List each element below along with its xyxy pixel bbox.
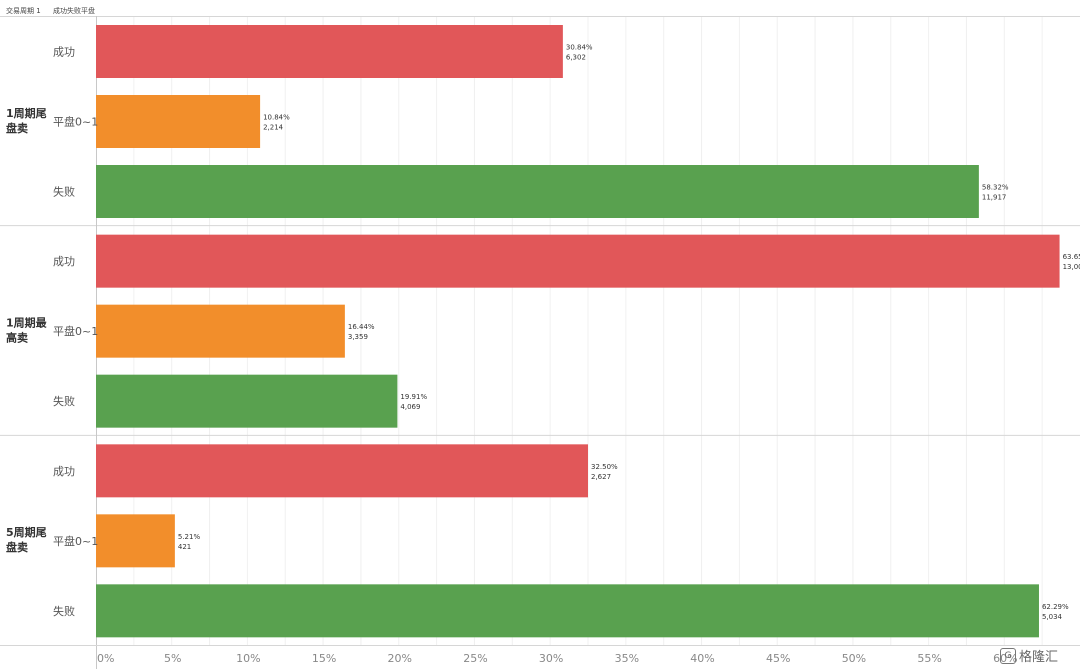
category-label: 平盘0~1 — [53, 115, 98, 129]
bar-count-label: 4,069 — [400, 403, 420, 411]
header-trade-period: 交易周期 1 — [6, 6, 41, 15]
bar-count-label: 421 — [178, 543, 191, 551]
watermark-logo-icon: G — [999, 647, 1016, 664]
x-tick-label: 40% — [690, 652, 714, 665]
group-label: 高卖 — [6, 331, 28, 345]
bar — [96, 25, 563, 78]
bar-count-label: 11,917 — [982, 194, 1007, 202]
category-label: 成功 — [53, 465, 75, 478]
bar-pct-label: 10.84% — [263, 114, 290, 122]
x-tick-label: 60% — [993, 652, 1017, 665]
x-tick-label: 0% — [97, 652, 114, 665]
x-tick-label: 10% — [236, 652, 260, 665]
category-label: 失败 — [53, 604, 75, 618]
bar-pct-label: 63.65% — [1063, 253, 1080, 261]
bar — [96, 584, 1039, 638]
x-tick-label: 5% — [164, 652, 181, 665]
bar-count-label: 3,359 — [348, 333, 368, 341]
bar — [96, 444, 588, 498]
watermark: G 格隆汇 — [999, 646, 1058, 665]
bar — [96, 374, 398, 428]
category-label: 成功 — [53, 46, 75, 59]
x-tick-label: 25% — [463, 652, 487, 665]
bar-count-label: 5,034 — [1042, 613, 1063, 621]
x-axis: 0% 5% 10% 15% 20% 25% 30% 35% 40% 45% 50% 55% 60% — [97, 652, 1018, 665]
bar-count-label: 13,005 — [1063, 263, 1080, 271]
x-tick-label: 30% — [539, 652, 563, 665]
group-label: 5周期尾 — [6, 525, 47, 539]
bar — [96, 95, 261, 148]
group-label: 盘卖 — [6, 121, 28, 135]
bar-count-label: 6,302 — [566, 54, 586, 62]
group-label: 1周期尾 — [6, 106, 47, 120]
x-tick-label: 45% — [766, 652, 790, 665]
category-label: 成功 — [53, 255, 75, 268]
bars-layer — [96, 25, 1060, 638]
bar-pct-label: 30.84% — [566, 44, 593, 52]
header-outcome: 成功失败平盘 — [53, 6, 95, 15]
bar-count-label: 2,627 — [591, 473, 611, 481]
x-tick-label: 20% — [388, 652, 412, 665]
bar-pct-label: 58.32% — [982, 184, 1009, 192]
bar — [96, 165, 979, 218]
bar-count-label: 2,214 — [263, 124, 284, 132]
bar-pct-label: 62.29% — [1042, 603, 1069, 611]
category-label: 平盘0~1 — [53, 324, 98, 338]
bar — [96, 514, 175, 568]
bar-pct-label: 19.91% — [400, 393, 427, 401]
group-label: 1周期最 — [6, 316, 48, 330]
bar-pct-label: 16.44% — [348, 323, 375, 331]
x-tick-label: 55% — [917, 652, 941, 665]
category-label: 平盘0~1 — [53, 534, 98, 548]
category-label: 失败 — [53, 394, 75, 408]
watermark-text: 格隆汇 — [1018, 650, 1058, 665]
x-tick-label: 35% — [615, 652, 639, 665]
bar-pct-label: 32.50% — [591, 463, 618, 471]
x-tick-label: 50% — [842, 652, 866, 665]
bar — [96, 234, 1060, 288]
x-tick-label: 15% — [312, 652, 336, 665]
bar — [96, 304, 345, 358]
category-label: 失败 — [53, 185, 75, 199]
bar-pct-label: 5.21% — [178, 533, 201, 541]
group-label: 盘卖 — [6, 540, 28, 554]
